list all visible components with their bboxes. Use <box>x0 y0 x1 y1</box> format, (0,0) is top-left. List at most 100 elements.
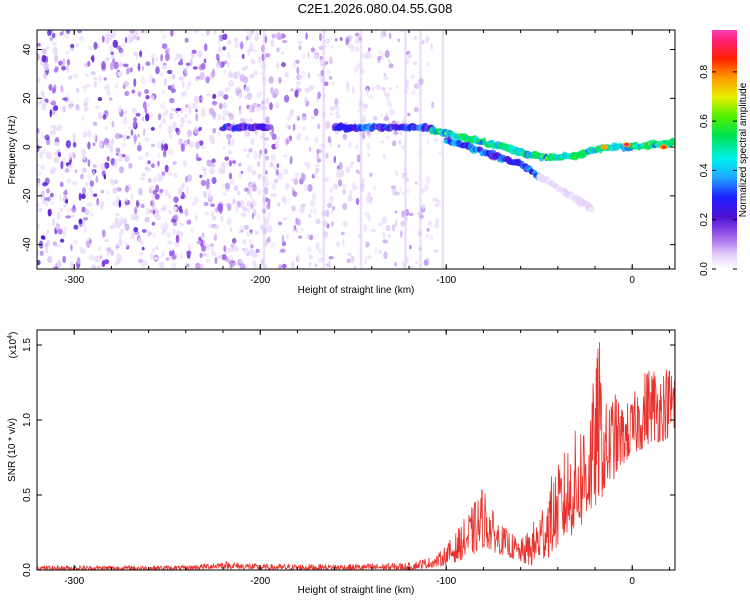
noise-speck <box>434 249 439 253</box>
noise-speck <box>254 49 257 53</box>
noise-speck <box>103 114 107 120</box>
noise-speck <box>249 192 252 200</box>
noise-speck <box>302 71 305 77</box>
bottom-y-axis-label: SNR (10 * v/v) <box>7 418 18 482</box>
noise-speck <box>268 199 271 205</box>
noise-speck <box>157 174 160 180</box>
noise-speck <box>162 113 166 117</box>
noise-speck <box>105 126 108 130</box>
noise-speck <box>180 231 183 236</box>
noise-speck <box>142 66 144 71</box>
noise-speck <box>176 235 180 243</box>
noise-speck <box>201 180 206 186</box>
top-y-axis-label: Frequency (Hz) <box>7 116 18 185</box>
noise-speck <box>270 87 273 94</box>
noise-speck <box>253 151 257 159</box>
y-tick-label: 0.5 <box>22 488 33 502</box>
noise-speck <box>52 42 57 46</box>
noise-speck <box>186 264 190 267</box>
noise-speck <box>310 209 313 214</box>
noise-speck <box>104 239 109 242</box>
noise-speck <box>349 162 353 169</box>
noise-speck <box>394 262 397 267</box>
noise-speck <box>51 125 56 130</box>
noise-speck <box>253 70 257 76</box>
noise-speck <box>212 94 216 99</box>
noise-speck <box>125 224 130 231</box>
noise-speck <box>422 40 425 45</box>
noise-speck <box>162 171 166 175</box>
noise-speck <box>400 187 402 192</box>
noise-speck <box>210 203 215 207</box>
noise-speck <box>154 257 158 260</box>
noise-speck <box>50 109 52 117</box>
noise-speck <box>197 157 202 161</box>
noise-speck <box>52 100 57 106</box>
noise-speck <box>375 247 378 255</box>
noise-speck <box>123 134 127 141</box>
noise-speck <box>409 213 414 216</box>
noise-speck <box>201 97 204 101</box>
noise-speck <box>187 220 192 225</box>
noise-speck <box>85 209 90 215</box>
noise-speck <box>50 193 54 198</box>
noise-speck <box>331 221 334 226</box>
noise-speck <box>197 50 202 58</box>
noise-speck <box>269 102 273 110</box>
noise-speck <box>414 83 420 89</box>
noise-speck <box>284 72 289 78</box>
noise-speck <box>212 128 216 134</box>
bottom-x-axis-label: Height of straight line (km) <box>298 585 415 596</box>
noise-speck <box>222 34 227 40</box>
noise-speck <box>328 261 330 269</box>
noise-speck <box>246 231 251 236</box>
noise-speck <box>266 97 270 104</box>
noise-speck <box>242 54 245 59</box>
noise-speck <box>80 174 84 179</box>
noise-speck <box>237 89 242 94</box>
noise-speck <box>367 242 370 247</box>
noise-speck <box>168 172 173 176</box>
noise-speck <box>169 98 175 103</box>
noise-speck <box>61 66 66 71</box>
noise-speck <box>117 221 122 225</box>
noise-speck <box>196 113 198 121</box>
noise-speck <box>117 71 122 77</box>
noise-speck <box>387 100 392 107</box>
noise-speck <box>383 154 385 159</box>
noise-speck <box>85 73 89 77</box>
noise-speck <box>228 248 230 252</box>
noise-speck <box>39 100 42 104</box>
noise-speck <box>284 197 288 204</box>
noise-speck <box>243 239 247 245</box>
noise-speck <box>430 43 433 51</box>
noise-speck <box>83 157 87 163</box>
noise-speck <box>133 117 137 122</box>
noise-speck <box>328 256 333 259</box>
noise-speck <box>238 230 241 235</box>
noise-speck <box>64 226 67 231</box>
noise-speck <box>167 126 173 134</box>
noise-speck <box>308 184 313 192</box>
noise-speck <box>332 206 335 211</box>
noise-speck <box>227 61 230 67</box>
noise-speck <box>195 78 198 82</box>
noise-speck <box>112 58 115 63</box>
noise-speck <box>217 255 222 259</box>
noise-speck <box>106 90 111 95</box>
noise-speck <box>100 201 105 207</box>
noise-speck <box>381 113 383 116</box>
noise-speck <box>199 237 202 241</box>
noise-speck <box>305 32 307 39</box>
noise-speck <box>280 249 286 253</box>
noise-speck <box>267 237 271 244</box>
noise-speck <box>44 200 48 206</box>
noise-speck <box>256 249 260 253</box>
noise-speck <box>381 140 384 143</box>
noise-speck <box>232 138 235 146</box>
noise-speck <box>179 54 183 60</box>
noise-speck <box>274 179 278 183</box>
noise-speck <box>41 134 44 138</box>
noise-speck <box>124 110 127 115</box>
